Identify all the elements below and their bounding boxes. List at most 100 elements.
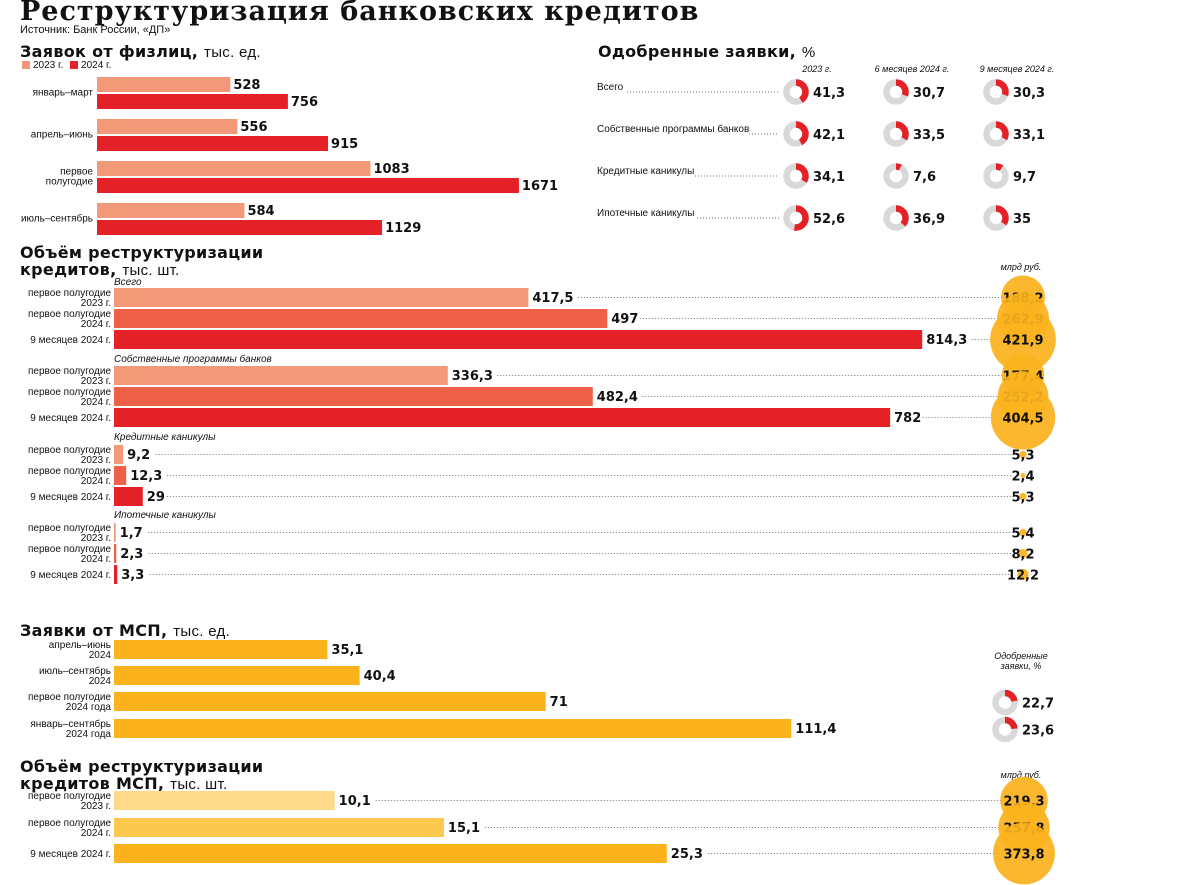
category-1-line0: апрель–июнь [31, 130, 93, 141]
sme-category-3-line1: 2024 года [66, 729, 112, 740]
volume-value-0-0: 417,5 [532, 291, 573, 306]
sme-volume-title-line2: кредитов МСП, [20, 774, 165, 793]
sme-volume-title-line1: Объём реструктуризации [20, 757, 264, 776]
category-2-line1: полугодие [46, 177, 94, 188]
volume-category-0-0-line1: 2023 г. [81, 298, 111, 309]
volume-value-3-0: 1,7 [120, 526, 143, 541]
category-0-line0: январь–март [33, 88, 94, 99]
volume-bar-3-1 [114, 544, 117, 563]
volume-category-2-1-line0: первое полугодие [28, 466, 111, 477]
donut-0-1-slice [895, 79, 909, 97]
approved-value-0-2: 30,3 [1013, 86, 1045, 101]
volume-category-3-1-line1: 2024 г. [81, 554, 111, 565]
volume-amount-2-1: 2,4 [1011, 470, 1034, 485]
donut-2-0-slice [795, 163, 809, 183]
bar-2023-2 [97, 161, 371, 176]
sme-volume-bar-2 [114, 844, 667, 863]
sme-volume-bar-1 [114, 818, 444, 837]
approved-row-label-3: Ипотечные каникулы [597, 208, 694, 219]
sme-volume-bubble-2 [993, 822, 1055, 885]
volume-bar-0-0 [114, 288, 529, 307]
volume-bubble-0-2 [990, 306, 1056, 373]
volume-value-0-2: 814,3 [926, 333, 967, 348]
sme-category-1-line1: 2024 [89, 676, 112, 687]
approved-value-3-1: 36,9 [913, 212, 945, 227]
approved-value-2-1: 7,6 [913, 170, 936, 185]
sme-approved-title-line1: заявки, % [1000, 661, 1042, 671]
volume-amount-2-2: 5,3 [1011, 491, 1034, 506]
volume-bar-1-2 [114, 408, 891, 427]
donut-2-1-slice [895, 163, 902, 171]
sme-volume-unit: тыс. шт. [170, 776, 228, 793]
sme-bar-3 [114, 719, 792, 738]
value-2023-1: 556 [240, 120, 267, 135]
sme-category-1-line0: июль–сентябрь [39, 665, 111, 677]
approved-value-0-1: 30,7 [913, 86, 945, 101]
sme-applications-title-text: Заявки от МСП, [20, 621, 168, 640]
value-2024-1: 915 [331, 137, 358, 152]
category-3-line0: июль–сентябрь [21, 213, 93, 225]
sme-volume-category-0-line1: 2023 г. [81, 801, 111, 812]
volume-bar-3-2 [114, 565, 118, 584]
approved-value-1-1: 33,5 [913, 128, 945, 143]
sme-donut-2-slice [1004, 689, 1018, 702]
volume-category-2-2-line0: 9 месяцев 2024 г. [30, 492, 111, 503]
volume-value-3-2: 3,3 [121, 568, 144, 583]
volume-value-2-0: 9,2 [127, 448, 150, 463]
sme-volume-title: Объём реструктуризации кредитов МСП, тыс… [20, 758, 263, 793]
sme-volume-value-2: 25,3 [671, 847, 703, 862]
sme-approved-3: 23,6 [1022, 724, 1054, 739]
volume-group-2: Кредитные каникулы [114, 432, 216, 443]
approved-value-3-0: 52,6 [813, 212, 845, 227]
volume-bar-1-0 [114, 366, 448, 385]
volume-title: Объём реструктуризации кредитов, тыс. шт… [20, 244, 263, 279]
approved-value-0-0: 41,3 [813, 86, 845, 101]
volume-bubble-3-2 [1017, 568, 1029, 581]
volume-category-1-0-line0: первое полугодие [28, 366, 111, 377]
value-2023-3: 584 [247, 204, 274, 219]
volume-value-1-0: 336,3 [452, 369, 493, 384]
sme-volume-bar-0 [114, 791, 335, 810]
volume-category-3-1-line0: первое полугодие [28, 544, 111, 555]
volume-bubble-2-0 [1019, 450, 1027, 459]
volume-bar-2-1 [114, 466, 127, 485]
volume-unit: тыс. шт. [122, 262, 180, 279]
approved-column-1: 6 месяцев 2024 г. [875, 64, 950, 74]
volume-category-0-2-line0: 9 месяцев 2024 г. [30, 335, 111, 346]
legend-swatch-2023 [22, 61, 30, 70]
volume-amount-3-1: 8,2 [1011, 548, 1034, 563]
approved-value-2-2: 9,7 [1013, 170, 1036, 185]
volume-title-line1: Объём реструктуризации [20, 243, 264, 262]
volume-value-1-2: 782 [894, 411, 921, 426]
sme-value-0: 35,1 [331, 643, 363, 658]
volume-bubble-2-1 [1020, 473, 1026, 478]
value-2024-3: 1129 [385, 221, 421, 236]
volume-amount-3-0: 5,4 [1011, 527, 1034, 542]
sme-volume-bubble-unit: млрд руб. [1001, 770, 1042, 780]
sme-category-2-line0: первое полугодие [28, 692, 111, 703]
sme-category-3-line0: январь–сентябрь [30, 718, 111, 730]
volume-category-1-1-line1: 2024 г. [81, 397, 111, 408]
volume-category-3-0-line0: первое полугодие [28, 523, 111, 534]
volume-bar-1-1 [114, 387, 593, 406]
approved-title: Одобренные заявки, % [598, 43, 816, 61]
donut-3-1-slice [895, 205, 909, 227]
volume-category-3-0-line1: 2023 г. [81, 533, 111, 544]
donut-2-2-slice [995, 163, 1004, 172]
volume-group-3: Ипотечные каникулы [114, 510, 217, 521]
volume-title-line2: кредитов, [20, 260, 117, 279]
sme-volume-category-1-line1: 2024 г. [81, 828, 111, 839]
bar-2023-0 [97, 77, 231, 92]
sme-volume-category-1-line0: первое полугодие [28, 818, 111, 829]
volume-category-2-0-line0: первое полугодие [28, 445, 111, 456]
sme-approved-title-line0: Одобренные [994, 651, 1048, 661]
approved-value-1-0: 42,1 [813, 128, 845, 143]
volume-category-2-0-line1: 2023 г. [81, 455, 111, 466]
sme-approved-2: 22,7 [1022, 697, 1054, 712]
donut-1-1-slice [895, 121, 909, 141]
volume-value-2-2: 29 [147, 490, 165, 505]
volume-category-0-1-line0: первое полугодие [28, 309, 111, 320]
individual-applications-title-text: Заявок от физлиц, [20, 42, 199, 61]
sme-volume-category-0-line0: первое полугодие [28, 791, 111, 802]
